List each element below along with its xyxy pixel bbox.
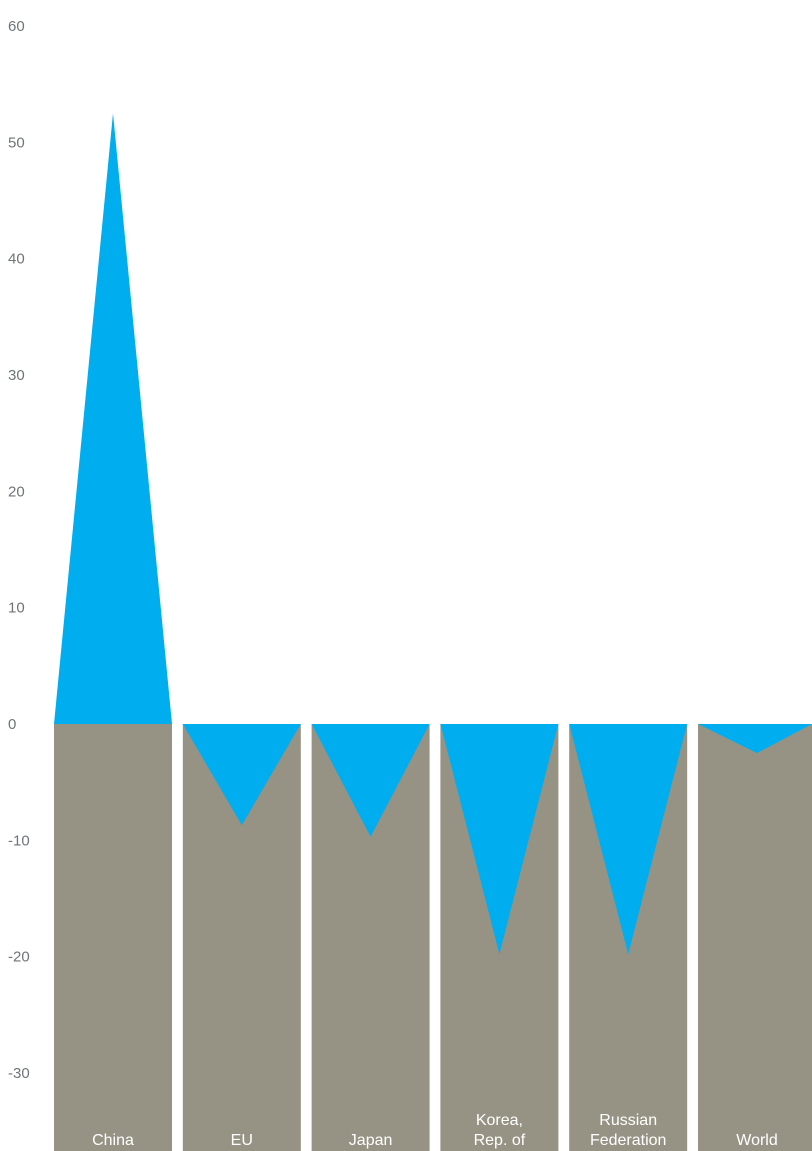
- y-tick-label: -30: [8, 1065, 30, 1082]
- value-triangle: [440, 724, 559, 955]
- y-tick-label: -20: [8, 949, 30, 966]
- y-tick-label: 0: [8, 716, 16, 733]
- value-triangle: [698, 724, 812, 754]
- category-column: [54, 724, 172, 1151]
- y-tick-label: 50: [8, 134, 25, 151]
- category-label: World: [736, 1132, 778, 1149]
- value-triangle: [54, 113, 172, 724]
- category-label: Korea, Rep. of: [474, 1112, 526, 1149]
- y-tick-label: 40: [8, 251, 25, 268]
- y-tick-label: 20: [8, 483, 25, 500]
- category-column: [698, 724, 812, 1151]
- value-marks: [54, 113, 812, 955]
- y-tick-label: 30: [8, 367, 25, 384]
- category-label: Japan: [349, 1132, 393, 1149]
- category-label: EU: [231, 1132, 253, 1149]
- value-triangle: [311, 724, 430, 837]
- category-label: Russian Federation: [590, 1112, 667, 1149]
- y-tick-label: 60: [8, 18, 25, 35]
- category-label: China: [92, 1132, 134, 1149]
- y-tick-label: -10: [8, 832, 30, 849]
- value-triangle: [569, 724, 688, 955]
- y-tick-label: 10: [8, 600, 25, 617]
- value-triangle: [182, 724, 301, 826]
- y-axis-tick-labels: -30 -20 -10 0 10 20 30 40 50 60: [8, 18, 30, 1082]
- category-columns: [54, 724, 812, 1151]
- category-labels: China EU Japan Korea, Rep. of Russian Federati…: [92, 1112, 778, 1149]
